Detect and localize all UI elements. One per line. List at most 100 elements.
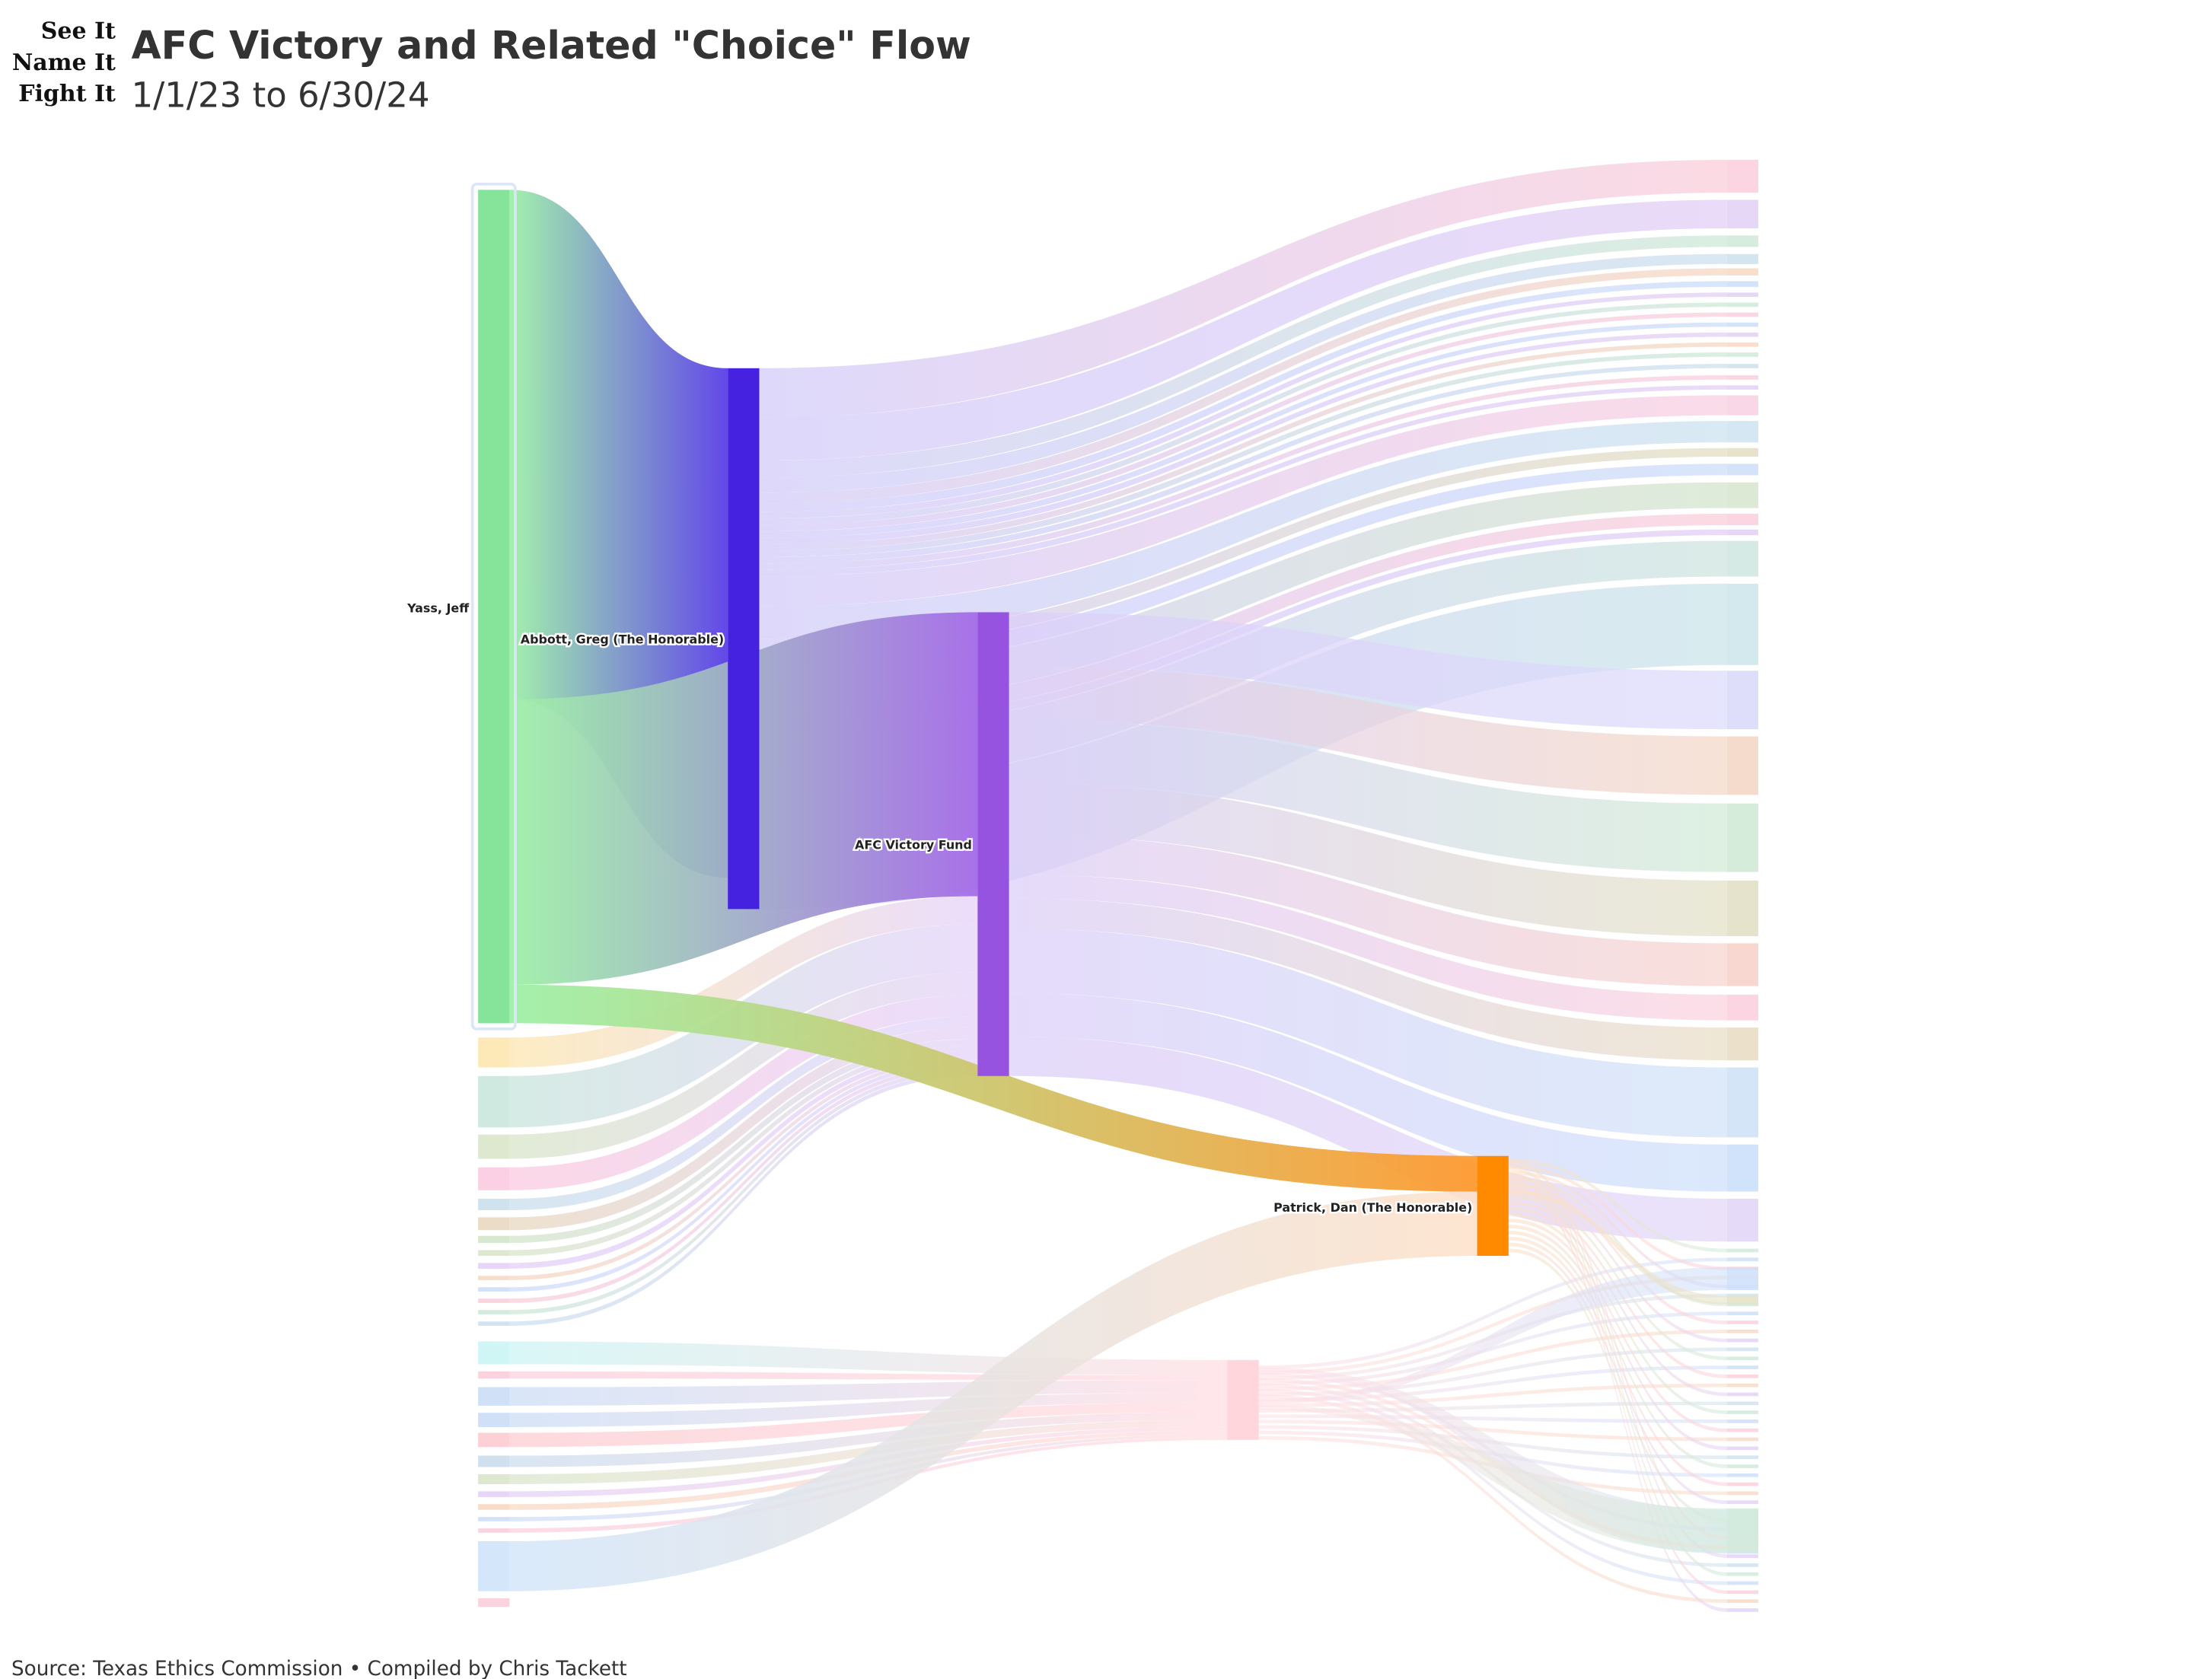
node bbox=[1726, 1392, 1758, 1397]
node bbox=[1726, 529, 1758, 536]
node bbox=[1726, 1437, 1758, 1442]
node bbox=[1726, 1508, 1758, 1553]
node-label: AFC Victory Fund bbox=[855, 838, 972, 852]
node bbox=[1726, 736, 1758, 795]
logo-line: Fight It bbox=[18, 81, 116, 107]
flow bbox=[1009, 612, 1727, 730]
node bbox=[1726, 302, 1758, 307]
node bbox=[1726, 364, 1758, 368]
flow bbox=[509, 1072, 978, 1326]
node bbox=[1726, 1599, 1758, 1604]
node bbox=[728, 368, 760, 910]
node-label: Patrick, Dan (The Honorable) bbox=[1273, 1200, 1472, 1215]
flows bbox=[509, 160, 1727, 1612]
node bbox=[478, 1263, 510, 1269]
node bbox=[1726, 1410, 1758, 1414]
flow bbox=[757, 253, 1727, 493]
flow bbox=[757, 332, 1727, 545]
flow bbox=[509, 1068, 978, 1314]
flow bbox=[1258, 1257, 1727, 1369]
node bbox=[478, 1217, 510, 1231]
flow bbox=[757, 235, 1727, 478]
node bbox=[1726, 482, 1758, 508]
flow bbox=[1258, 1365, 1727, 1402]
node bbox=[1726, 421, 1758, 443]
node bbox=[1726, 395, 1758, 416]
node bbox=[1726, 199, 1758, 229]
node bbox=[478, 190, 510, 1024]
node bbox=[1726, 1295, 1758, 1305]
flow bbox=[509, 995, 978, 1190]
node bbox=[1726, 352, 1758, 357]
flow bbox=[1009, 783, 1727, 937]
flow bbox=[757, 364, 1727, 564]
node bbox=[1726, 312, 1758, 317]
node bbox=[1726, 1383, 1758, 1387]
flow bbox=[1508, 1212, 1727, 1414]
node bbox=[1726, 1267, 1758, 1291]
node bbox=[1726, 1027, 1758, 1061]
subtitle: 1/1/23 to 6/30/24 bbox=[131, 75, 429, 116]
flow bbox=[509, 1064, 978, 1303]
node bbox=[1726, 1248, 1758, 1253]
flow bbox=[1009, 928, 1727, 1138]
flow bbox=[509, 1016, 978, 1211]
flow bbox=[509, 1412, 1228, 1467]
node bbox=[478, 1413, 510, 1428]
source: Source: Texas Ethics Commission • Compil… bbox=[11, 1658, 627, 1679]
flow bbox=[1508, 1183, 1727, 1324]
node bbox=[478, 1287, 510, 1292]
node bbox=[478, 1037, 510, 1068]
flow bbox=[1508, 1171, 1727, 1289]
node bbox=[1726, 1446, 1758, 1451]
node bbox=[1726, 1302, 1758, 1307]
node bbox=[478, 1298, 510, 1303]
node bbox=[478, 1455, 510, 1467]
flow bbox=[1258, 1329, 1727, 1391]
flow bbox=[509, 1191, 1477, 1591]
logo-line: See It bbox=[41, 18, 116, 45]
node bbox=[1726, 253, 1758, 264]
node bbox=[478, 1167, 510, 1190]
flow bbox=[1508, 1160, 1727, 1540]
flow bbox=[509, 1392, 1228, 1428]
node bbox=[1726, 1067, 1758, 1138]
node bbox=[1726, 1311, 1758, 1316]
flow bbox=[509, 1059, 978, 1292]
flow bbox=[757, 514, 1727, 725]
flow bbox=[757, 342, 1727, 551]
node bbox=[1726, 803, 1758, 872]
node bbox=[1726, 1293, 1758, 1298]
node bbox=[1726, 1473, 1758, 1477]
flow bbox=[757, 421, 1727, 639]
title: AFC Victory and Related "Choice" Flow bbox=[131, 23, 971, 68]
node bbox=[478, 1371, 510, 1379]
flow bbox=[1009, 834, 1727, 986]
node bbox=[1726, 1356, 1758, 1361]
flow bbox=[757, 292, 1727, 519]
node bbox=[478, 1474, 510, 1485]
node bbox=[1726, 671, 1758, 730]
nodes bbox=[470, 160, 1758, 1612]
node bbox=[1726, 281, 1758, 287]
node bbox=[977, 612, 1009, 1076]
flow bbox=[1258, 1372, 1727, 1531]
node bbox=[1726, 342, 1758, 347]
flow bbox=[1009, 720, 1727, 872]
node bbox=[1726, 1401, 1758, 1406]
flow bbox=[509, 1402, 1228, 1448]
node bbox=[1726, 1257, 1758, 1262]
node bbox=[478, 1134, 510, 1159]
node bbox=[1726, 1321, 1758, 1324]
node bbox=[478, 1528, 510, 1533]
node bbox=[1726, 322, 1758, 327]
flow bbox=[757, 385, 1727, 577]
flow bbox=[1508, 1164, 1727, 1270]
node bbox=[478, 1432, 510, 1448]
node bbox=[1726, 268, 1758, 276]
flow bbox=[1258, 1276, 1727, 1375]
flow bbox=[1009, 898, 1727, 1061]
flow bbox=[757, 199, 1727, 461]
flow bbox=[1508, 1177, 1727, 1307]
